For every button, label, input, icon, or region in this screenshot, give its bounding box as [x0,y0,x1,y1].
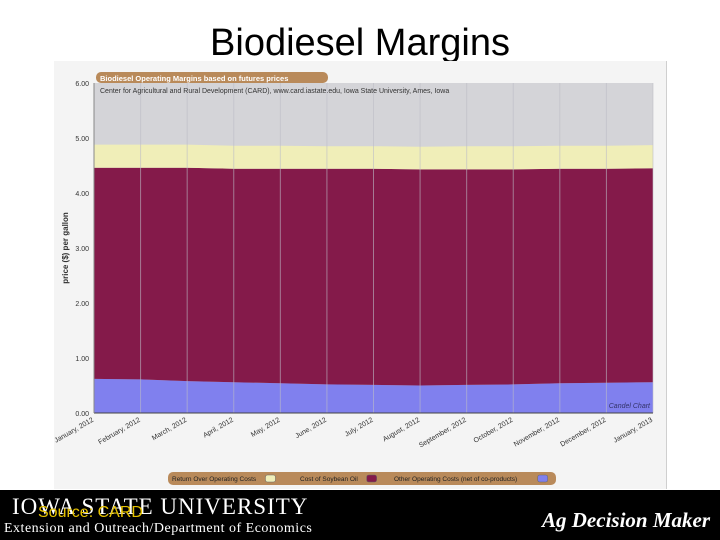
legend-label: Cost of Soybean Oil [300,476,358,483]
slide-title: Biodiesel Margins [210,22,510,64]
x-tick-label: July, 2012 [344,417,375,439]
y-tick-label: 4.00 [75,191,89,198]
x-tick-label: March, 2012 [151,417,188,443]
chart-title: Biodiesel Operating Margins based on fut… [100,74,288,83]
legend-swatch [537,474,548,483]
legend-label: Return Over Operating Costs [172,476,257,483]
x-tick-label: September, 2012 [418,417,468,450]
x-tick-label: December, 2012 [559,417,607,449]
x-tick-label: January, 2012 [54,417,95,445]
area-chart: 0.00 1.00 2.00 3.00 4.00 5.00 6.00 price ($) pe… [54,72,655,485]
y-tick-label: 0.00 [75,411,89,418]
x-tick-label: May, 2012 [250,417,281,439]
x-tick-label: November, 2012 [513,417,561,449]
y-tick-label: 2.00 [75,301,89,308]
y-tick-label: 5.00 [75,136,89,143]
legend-swatch [265,474,276,483]
x-tick-label: June, 2012 [294,417,328,440]
x-tick-label: February, 2012 [97,417,141,447]
legend-box [168,472,556,485]
y-axis-label: price ($) per gallon [61,212,70,284]
legend-swatch [366,474,377,483]
legend-label: Other Operating Costs (net of co-product… [394,476,517,483]
source-note: Source: CARD [38,504,143,521]
chart-frame: 0.00 1.00 2.00 3.00 4.00 5.00 6.00 price ($) pe… [54,61,667,489]
x-tick-label: April, 2012 [202,417,235,440]
x-tick-label: January, 2013 [613,417,655,445]
department-line: Extension and Outreach/Department of Eco… [4,521,313,536]
x-tick-label: August, 2012 [382,417,421,444]
university-wordmark: IOWA STATE UNIVERSITY [12,494,309,519]
y-tick-label: 1.00 [75,356,89,363]
brand-logo: Ag Decision Maker [542,508,710,532]
chart-subtitle: Center for Agricultural and Rural Develo… [100,88,449,95]
y-tick-label: 6.00 [75,81,89,88]
y-tick-label: 3.00 [75,246,89,253]
x-tick-label: October, 2012 [473,417,515,445]
footer-bar: IOWA STATE UNIVERSITY Source: CARD Exten… [0,490,720,540]
chart-title-box [96,72,328,83]
chart-watermark: Candel Chart [609,403,651,410]
